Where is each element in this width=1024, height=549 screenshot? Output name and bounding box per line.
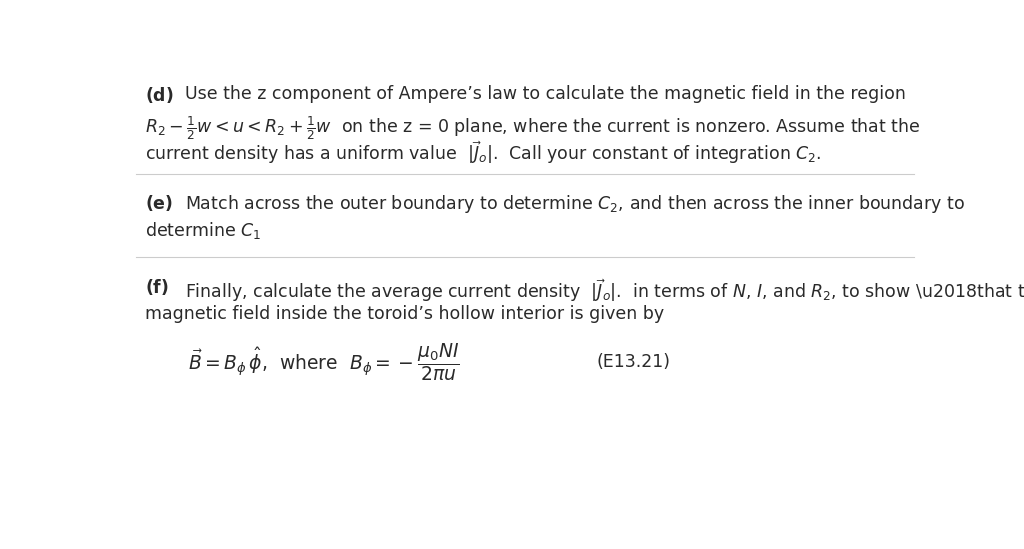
Text: Match across the outer boundary to determine $C_2$, and then across the inner bo: Match across the outer boundary to deter…	[185, 193, 966, 215]
Text: Finally, calculate the average current density  $|\vec{J}_o|$.  in terms of $N$,: Finally, calculate the average current d…	[185, 277, 1024, 304]
Text: $R_2 - \frac{1}{2}w < u < R_2 + \frac{1}{2}w$  on the z = 0 plane, where the cur: $R_2 - \frac{1}{2}w < u < R_2 + \frac{1}…	[145, 115, 921, 142]
Text: magnetic field inside the toroid’s hollow interior is given by: magnetic field inside the toroid’s hollo…	[145, 305, 665, 323]
Text: $\mathbf{(f)}$: $\mathbf{(f)}$	[145, 277, 169, 297]
Text: $\vec{B} = B_\phi\,\hat{\phi}$,  where  $B_\phi = -\dfrac{\mu_0 NI}{2\pi u}$: $\vec{B} = B_\phi\,\hat{\phi}$, where $B…	[187, 341, 459, 383]
Text: $\mathbf{(e)}$: $\mathbf{(e)}$	[145, 193, 173, 212]
Text: determine $C_1$: determine $C_1$	[145, 220, 261, 241]
Text: $\mathbf{(d)}$: $\mathbf{(d)}$	[145, 85, 174, 105]
Text: Use the z component of Ampere’s law to calculate the magnetic field in the regio: Use the z component of Ampere’s law to c…	[185, 85, 906, 103]
Text: (E13.21): (E13.21)	[596, 353, 671, 371]
Text: current density has a uniform value  $|\vec{J}_o|$.  Call your constant of integ: current density has a uniform value $|\v…	[145, 140, 822, 166]
